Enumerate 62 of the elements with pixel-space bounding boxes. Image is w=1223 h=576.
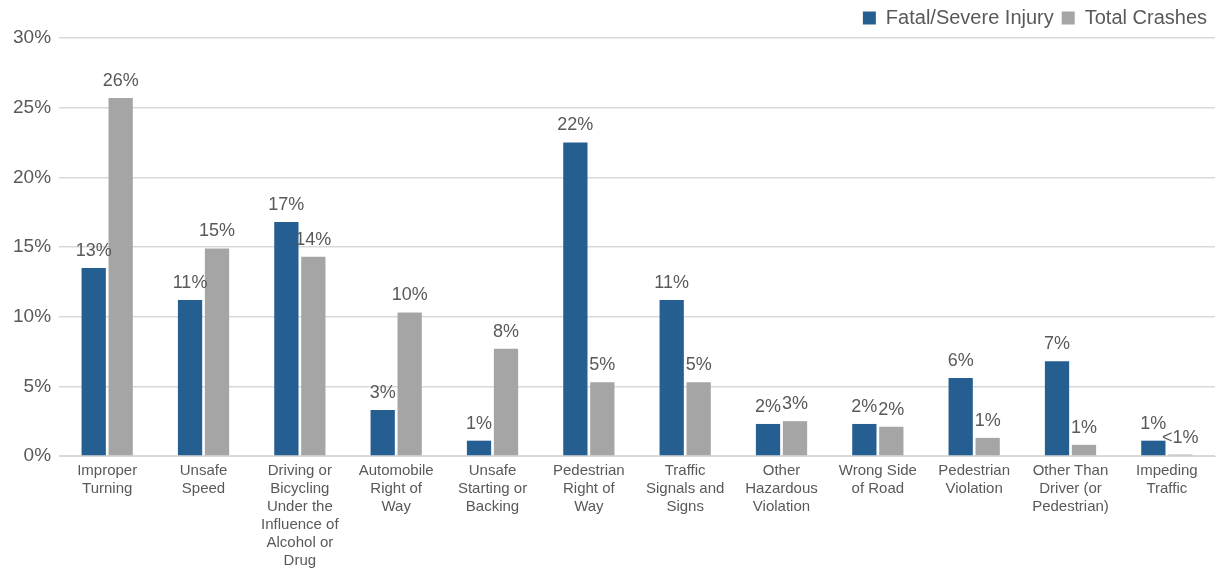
- legend-label: Fatal/Severe Injury: [885, 5, 1054, 28]
- y-tick-label: 30%: [13, 26, 52, 48]
- data-label: 7%: [1044, 333, 1071, 354]
- data-label: 11%: [654, 271, 690, 292]
- data-label: 1%: [1140, 412, 1167, 433]
- data-label: 5%: [589, 354, 616, 375]
- bar: [177, 299, 203, 456]
- data-label: 22%: [557, 114, 594, 135]
- bar: [493, 348, 519, 456]
- bar: [397, 312, 422, 456]
- x-tick-label: Driving or Bicycling Under the Influence of Alcohol or Drug: [261, 461, 340, 569]
- bar: [852, 423, 877, 456]
- bar: [948, 377, 973, 456]
- x-tick-label: Pedestrian Violation: [938, 461, 1011, 497]
- y-tick-label: 25%: [13, 95, 52, 117]
- data-label: 15%: [199, 220, 236, 241]
- legend-label: Total Crashes: [1084, 5, 1208, 28]
- x-tick-label: Automobile Right of Way: [358, 461, 434, 515]
- bar: [879, 426, 904, 456]
- data-label: 11%: [172, 271, 208, 292]
- y-tick-label: 0%: [23, 444, 52, 466]
- x-tick-label: Impeding Traffic: [1135, 461, 1198, 497]
- x-tick-label: Other Hazardous Violation: [745, 461, 818, 515]
- x-tick-label: Other Than Driver (or Pedestrian): [1032, 461, 1109, 515]
- data-label: 3%: [369, 381, 396, 402]
- x-tick-label: Traffic Signals and Signs: [645, 461, 725, 515]
- data-label: 1%: [1070, 416, 1097, 437]
- data-label: 1%: [466, 412, 493, 433]
- data-label: 5%: [685, 354, 712, 375]
- bar: [590, 382, 615, 456]
- bar: [686, 382, 711, 456]
- bar: [301, 256, 326, 456]
- data-label: 1%: [974, 409, 1001, 430]
- bar: [466, 440, 492, 456]
- data-label: 17%: [268, 193, 305, 214]
- bar: [1071, 444, 1097, 456]
- y-tick-label: 10%: [13, 304, 52, 326]
- y-tick-label: 15%: [13, 235, 52, 257]
- bar: [81, 267, 106, 456]
- bar: [1044, 361, 1070, 456]
- x-tick-label: Pedestrian Right of Way: [552, 461, 625, 515]
- x-tick-label: Unsafe Starting or Backing: [457, 461, 528, 515]
- x-tick-label: Unsafe Speed: [179, 461, 228, 497]
- bar: [370, 410, 395, 456]
- x-tick-label: Improper Turning: [77, 461, 138, 497]
- data-label: 6%: [947, 349, 974, 370]
- data-label: 13%: [75, 239, 112, 260]
- y-tick-label: 5%: [23, 374, 52, 396]
- data-label: 26%: [102, 69, 139, 90]
- bar: [782, 421, 808, 456]
- y-tick-label: 20%: [13, 165, 52, 187]
- data-label: 2%: [851, 395, 878, 416]
- data-label: 3%: [781, 393, 808, 414]
- data-label: 8%: [493, 320, 520, 341]
- bar: [975, 437, 1000, 456]
- bar: [563, 142, 588, 456]
- x-tick-label: Wrong Side of Road: [838, 461, 917, 497]
- bar: [659, 299, 684, 456]
- bar: [755, 423, 781, 456]
- data-label: 10%: [391, 284, 428, 305]
- data-label: 2%: [755, 395, 782, 416]
- data-label: 2%: [878, 398, 905, 419]
